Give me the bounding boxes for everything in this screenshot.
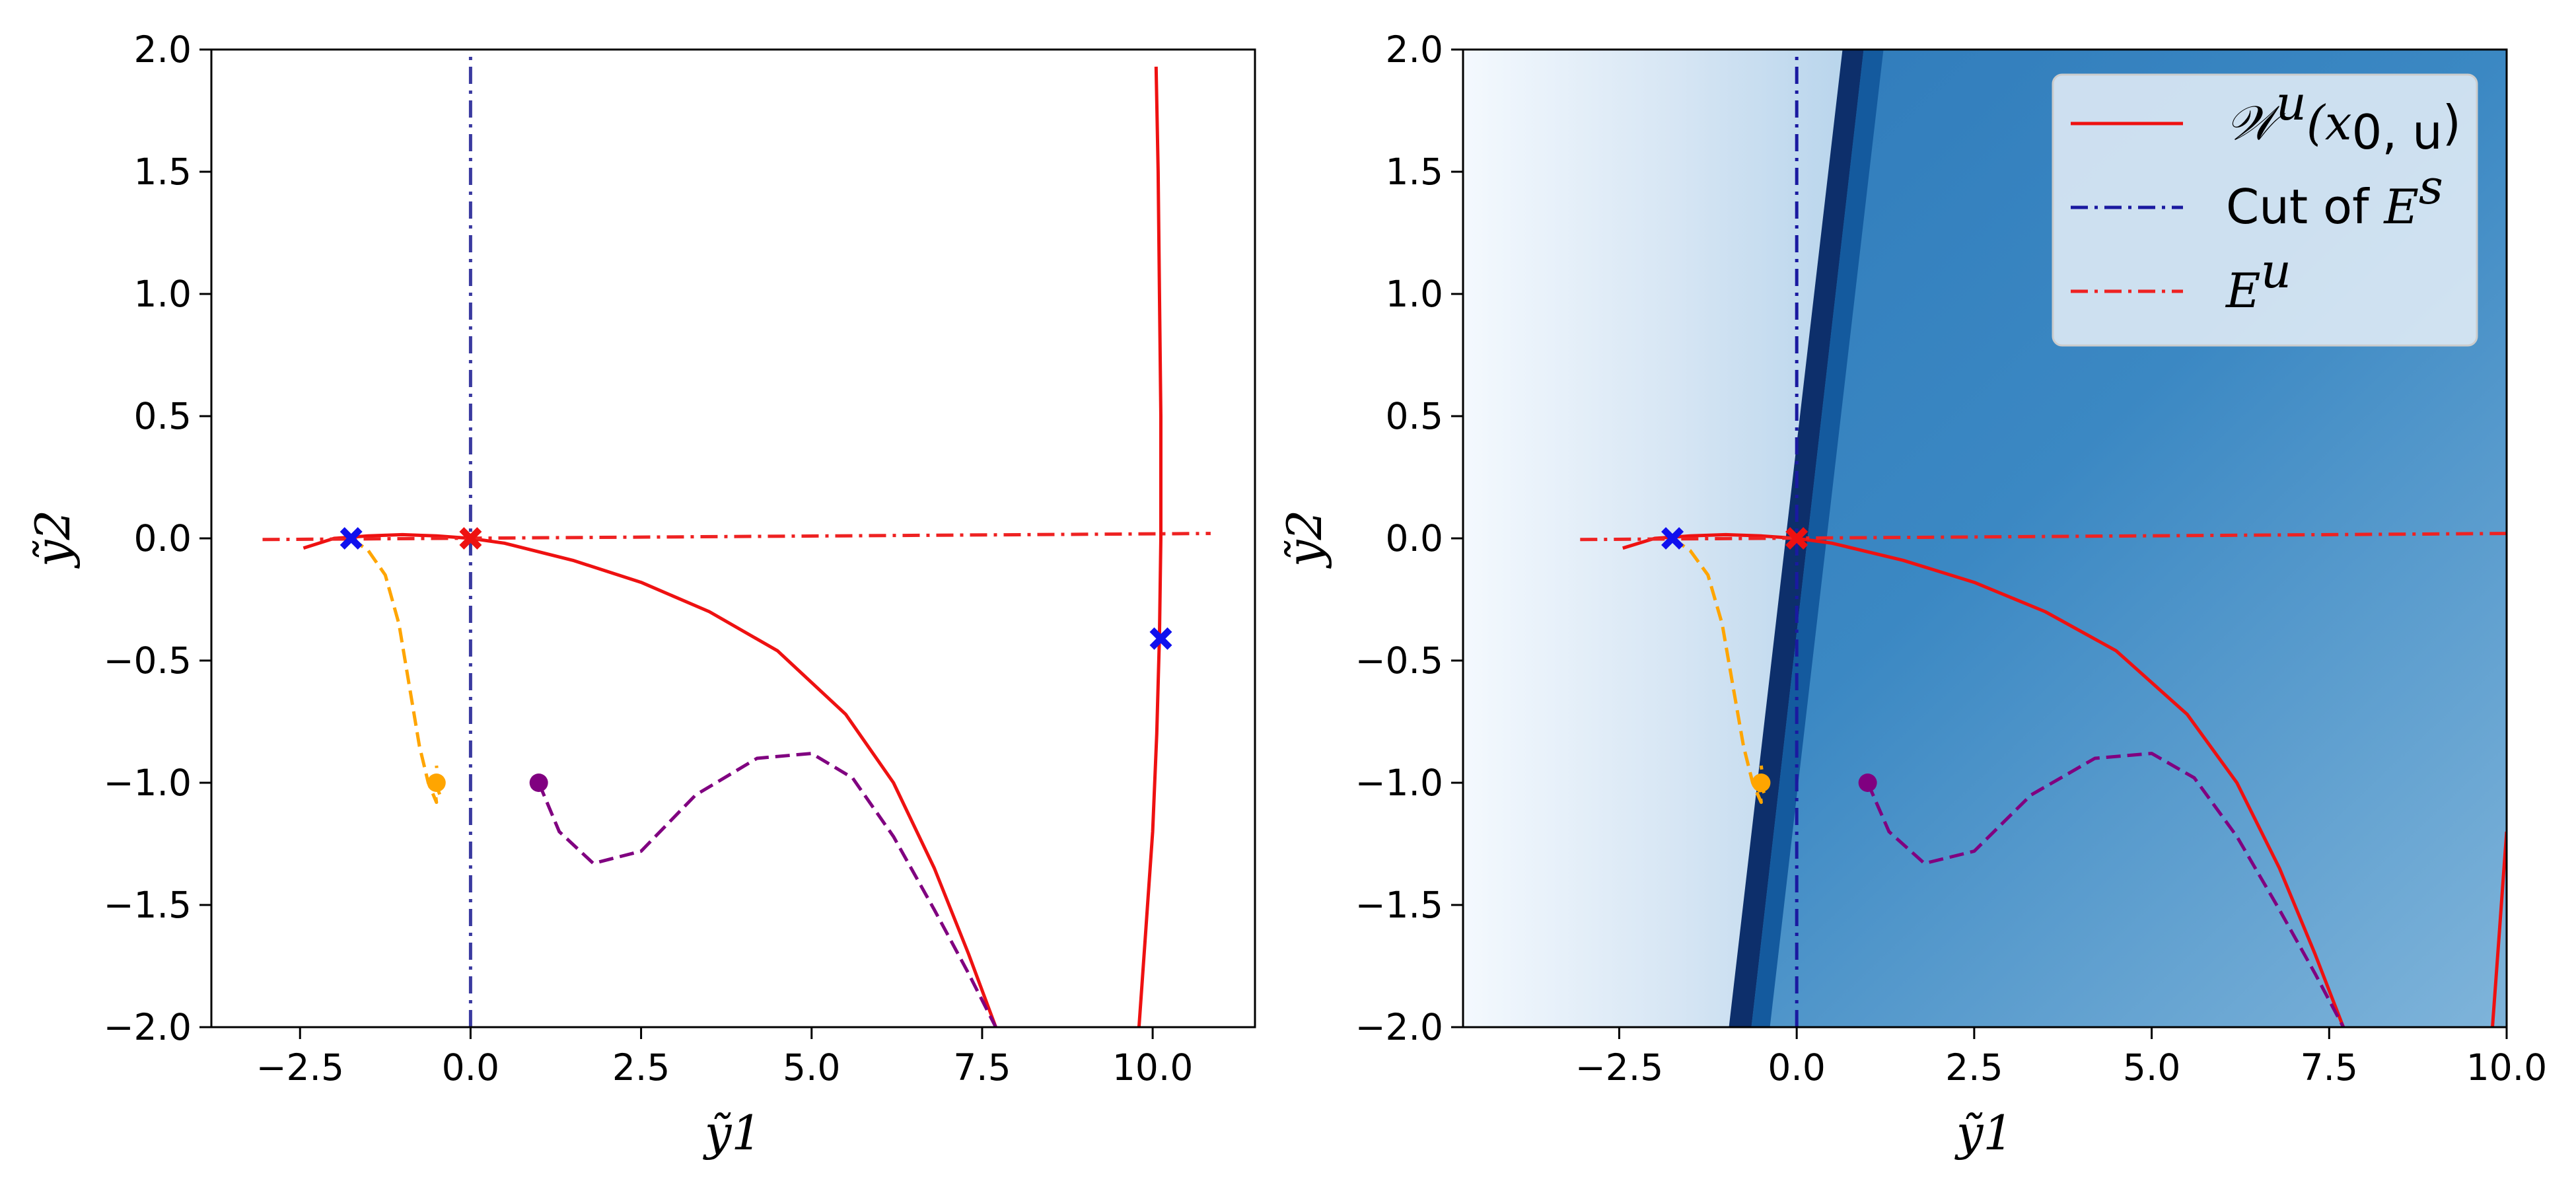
left-ylabel: ỹ2 xyxy=(25,510,81,569)
left-marker-x-2 xyxy=(459,527,482,550)
right-ytick-label-7: 1.5 xyxy=(1386,151,1443,193)
left-ytick-label-3: −0.5 xyxy=(103,639,192,682)
left-series-3 xyxy=(537,752,997,1027)
right-ytick-label-5: 0.5 xyxy=(1386,395,1443,437)
left-xtick-label-2: 2.5 xyxy=(612,1046,670,1089)
right-marker-x-1 xyxy=(1785,527,1808,550)
right-ytick-label-6: 1.0 xyxy=(1386,273,1443,315)
right-xtick-label-2: 2.5 xyxy=(1945,1046,2003,1089)
left-ytick-label-1: −1.5 xyxy=(103,884,192,926)
left-xtick-label-5: 10.0 xyxy=(1112,1046,1193,1089)
right-xtick-label-3: 5.0 xyxy=(2123,1046,2180,1089)
left-ytick-label-0: −2.0 xyxy=(103,1006,192,1048)
left-ytick-label-4: 0.0 xyxy=(134,517,192,559)
left-series-5 xyxy=(262,532,1211,542)
right-marker-dot-3 xyxy=(1752,774,1771,792)
left-xlabel: ỹ1 xyxy=(703,1105,762,1161)
right-xtick-label-4: 7.5 xyxy=(2301,1046,2358,1089)
left-ytick-label-6: 1.0 xyxy=(134,273,192,315)
left-ytick-label-5: 0.5 xyxy=(134,395,192,437)
right-series-1 xyxy=(2491,831,2507,1027)
right-ytick-label-0: −2.0 xyxy=(1355,1006,1443,1048)
right-xlabel: ỹ1 xyxy=(1954,1105,2013,1161)
right-series-3 xyxy=(1866,752,2345,1027)
right-ytick-label-8: 2.0 xyxy=(1386,28,1443,71)
right-series-0 xyxy=(1622,532,2345,1027)
left-ytick-label-7: 1.5 xyxy=(134,151,192,193)
right-xtick-label-1: 0.0 xyxy=(1768,1046,1825,1089)
legend-label-1: Cut of Es xyxy=(2226,159,2443,234)
left-series-1 xyxy=(1137,66,1163,1027)
right-xtick-label-5: 10.0 xyxy=(2466,1046,2547,1089)
right-ytick-label-2: −1.0 xyxy=(1355,762,1443,804)
left-ytick-label-2: −1.0 xyxy=(103,762,192,804)
legend-label-2: Eu xyxy=(2225,243,2291,318)
right-ylabel: ỹ2 xyxy=(1277,510,1332,569)
right-panel: −2.5 0.0 2.5 5.0 7.5 10.0 −2.0 −1.5 −1.0 −0.5 0.0 0… xyxy=(1277,28,2547,1161)
left-xtick-label-0: −2.5 xyxy=(256,1046,344,1089)
left-panel: −2.5 0.0 2.5 5.0 7.5 10.0 −2.0 −1.5 −1.0 −0.5 0.0 0… xyxy=(25,28,1256,1161)
left-xtick-label-3: 5.0 xyxy=(783,1046,840,1089)
right-ytick-label-4: 0.0 xyxy=(1386,517,1443,559)
left-xtick-label-1: 0.0 xyxy=(442,1046,499,1089)
right-marker-x-0 xyxy=(1661,527,1684,550)
left-marker-x-0 xyxy=(340,527,363,550)
right-series-5 xyxy=(1580,532,2507,542)
left-series-0 xyxy=(303,532,997,1027)
right-marker-dot-2 xyxy=(1858,774,1877,792)
left-ytick-label-8: 2.0 xyxy=(134,28,192,71)
right-ytick-label-3: −0.5 xyxy=(1355,639,1443,682)
left-marker-dot-3 xyxy=(529,774,548,792)
left-series-2 xyxy=(350,536,442,805)
left-marker-dot-4 xyxy=(427,774,446,792)
left-marker-x-1 xyxy=(1149,627,1172,650)
right-ytick-label-1: −1.5 xyxy=(1355,884,1443,926)
right-xtick-label-0: −2.5 xyxy=(1575,1046,1664,1089)
legend-box xyxy=(2052,73,2478,347)
left-xtick-label-4: 7.5 xyxy=(953,1046,1011,1089)
